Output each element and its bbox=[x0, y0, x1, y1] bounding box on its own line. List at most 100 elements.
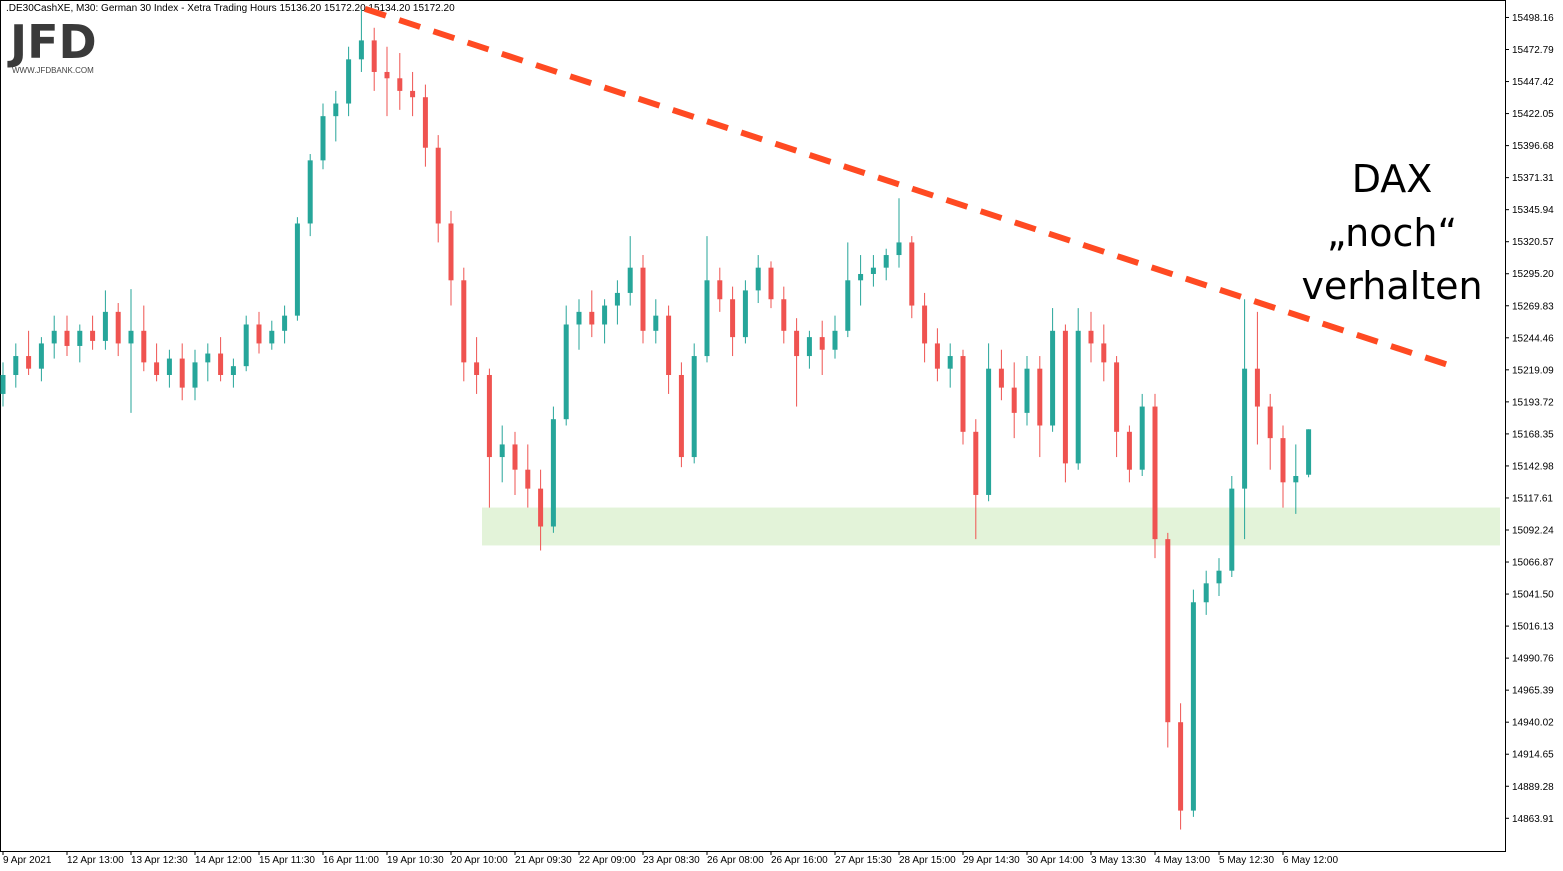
logo: JFD bbox=[7, 15, 97, 69]
candle-body bbox=[128, 330, 134, 344]
candle-body bbox=[768, 267, 774, 300]
candle-body bbox=[1190, 602, 1196, 811]
candle-body bbox=[64, 330, 70, 346]
x-tick-label: 22 Apr 09:00 bbox=[579, 855, 636, 866]
candle-body bbox=[38, 343, 44, 369]
candle-body bbox=[1037, 368, 1043, 426]
candle-body bbox=[563, 324, 569, 420]
candle-body bbox=[499, 444, 505, 458]
x-tick-label: 26 Apr 16:00 bbox=[771, 855, 828, 866]
candle-body bbox=[717, 280, 723, 300]
candle-body bbox=[1088, 330, 1094, 344]
candle-body bbox=[1165, 539, 1171, 723]
candle-body bbox=[461, 280, 467, 363]
x-tick-label: 23 Apr 08:30 bbox=[643, 855, 700, 866]
y-tick-label: 14965.39 bbox=[1512, 686, 1554, 697]
candle-body bbox=[1024, 368, 1030, 413]
candle-body bbox=[678, 374, 684, 458]
candle-body bbox=[627, 267, 633, 293]
candle-body bbox=[896, 242, 902, 256]
candle-body bbox=[755, 267, 761, 291]
candle-body bbox=[448, 223, 454, 281]
candle-body bbox=[512, 444, 518, 470]
candle-body bbox=[218, 353, 224, 375]
candle-body bbox=[166, 358, 172, 375]
candle-body bbox=[998, 368, 1004, 388]
candle-body bbox=[1152, 406, 1158, 540]
y-tick-label: 15396.68 bbox=[1512, 141, 1554, 152]
candle-body bbox=[538, 488, 544, 527]
y-tick-label: 14990.76 bbox=[1512, 654, 1554, 665]
candle-body bbox=[550, 419, 556, 527]
candle-body bbox=[230, 366, 236, 375]
y-tick-label: 15219.09 bbox=[1512, 365, 1554, 376]
y-tick-label: 15244.46 bbox=[1512, 333, 1554, 344]
y-tick-label: 15092.24 bbox=[1512, 525, 1554, 536]
candle-body bbox=[934, 343, 940, 369]
x-tick-label: 21 Apr 09:30 bbox=[515, 855, 572, 866]
x-tick-label: 27 Apr 15:30 bbox=[835, 855, 892, 866]
y-tick-label: 15295.20 bbox=[1512, 269, 1554, 280]
candle-body bbox=[1293, 476, 1299, 483]
y-tick-label: 15016.13 bbox=[1512, 622, 1554, 633]
y-tick-label: 15117.61 bbox=[1512, 493, 1553, 504]
y-tick-label: 15168.35 bbox=[1512, 429, 1554, 440]
x-tick-label: 5 May 12:30 bbox=[1219, 855, 1274, 866]
candle-body bbox=[410, 90, 416, 98]
y-tick-label: 14863.91 bbox=[1512, 814, 1554, 825]
x-tick-label: 29 Apr 14:30 bbox=[963, 855, 1020, 866]
candle-body bbox=[960, 356, 966, 432]
x-tick-label: 9 Apr 2021 bbox=[3, 855, 52, 866]
support-zone bbox=[482, 507, 1500, 546]
annotation: „noch“ bbox=[1327, 211, 1457, 255]
x-tick-label: 19 Apr 10:30 bbox=[387, 855, 444, 866]
candle-body bbox=[141, 330, 147, 363]
y-tick-label: 15193.72 bbox=[1512, 397, 1554, 408]
candle-body bbox=[1011, 387, 1017, 413]
candle-body bbox=[819, 337, 825, 350]
plot-frame bbox=[0, 0, 1506, 852]
candle-body bbox=[614, 292, 620, 306]
candle-body bbox=[691, 356, 697, 458]
x-tick-label: 3 May 13:30 bbox=[1091, 855, 1146, 866]
candle-body bbox=[922, 305, 928, 344]
y-tick-label: 15371.31 bbox=[1512, 173, 1554, 184]
candle-body bbox=[115, 311, 121, 344]
candle-body bbox=[986, 368, 992, 495]
candle-body bbox=[320, 116, 326, 161]
candle-body bbox=[576, 311, 582, 325]
candle-body bbox=[742, 290, 748, 338]
y-tick-label: 15345.94 bbox=[1512, 205, 1554, 216]
candle-body bbox=[51, 330, 57, 344]
candle-body bbox=[90, 330, 96, 341]
x-tick-label: 30 Apr 14:00 bbox=[1027, 855, 1084, 866]
candle-body bbox=[1139, 406, 1145, 470]
candle-body bbox=[870, 267, 876, 274]
candle-body bbox=[1229, 488, 1235, 571]
candle-body bbox=[704, 280, 710, 357]
candle-body bbox=[397, 78, 403, 91]
candle-body bbox=[77, 330, 83, 346]
candle-body bbox=[346, 59, 352, 104]
candle-body bbox=[858, 273, 864, 281]
candle-body bbox=[666, 315, 672, 375]
candle-body bbox=[1242, 368, 1248, 489]
candle-body bbox=[1267, 406, 1273, 439]
y-tick-label: 14889.28 bbox=[1512, 782, 1554, 793]
candle-body bbox=[730, 299, 736, 338]
y-tick-label: 14940.02 bbox=[1512, 718, 1554, 729]
candle-body bbox=[806, 337, 812, 357]
x-tick-label: 26 Apr 08:00 bbox=[707, 855, 764, 866]
candle-body bbox=[1062, 330, 1068, 464]
candle-body bbox=[256, 324, 262, 344]
candle-body bbox=[640, 267, 646, 331]
y-tick-label: 15498.16 bbox=[1512, 13, 1554, 24]
candle-body bbox=[947, 356, 953, 369]
candle-body bbox=[474, 362, 480, 375]
y-tick-label: 15041.50 bbox=[1512, 590, 1554, 601]
logo-url: WWW.JFDBANK.COM bbox=[12, 66, 94, 75]
candle-body bbox=[179, 358, 185, 388]
candle-body bbox=[333, 103, 339, 117]
candle-body bbox=[883, 255, 889, 268]
candle-body bbox=[422, 97, 428, 148]
